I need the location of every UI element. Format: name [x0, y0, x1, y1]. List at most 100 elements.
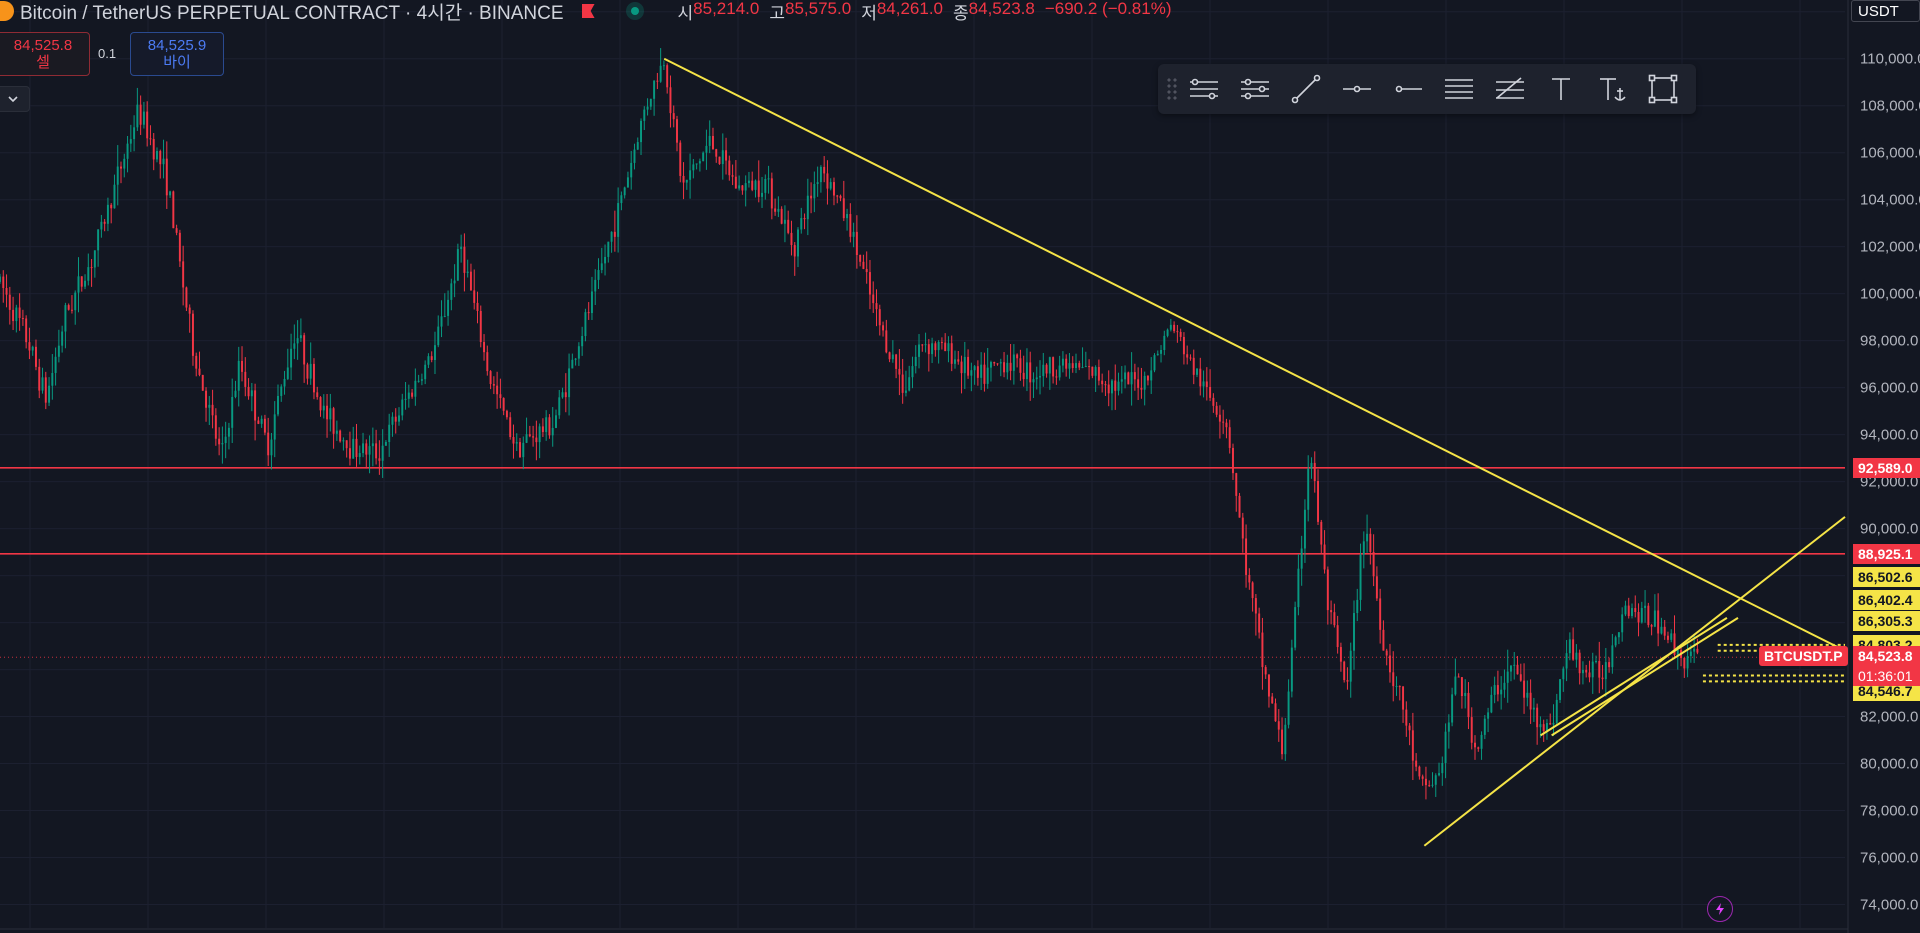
candle-body: [1650, 625, 1653, 627]
price-ray-icon[interactable]: [1388, 69, 1428, 109]
candle-body: [836, 195, 839, 197]
candle-body: [411, 392, 414, 397]
text-icon[interactable]: [1541, 69, 1581, 109]
collapse-button[interactable]: [0, 86, 30, 112]
candle-body: [1261, 632, 1264, 668]
candle-body: [1176, 331, 1179, 333]
candle-body: [348, 448, 351, 459]
candle-body: [960, 361, 963, 374]
candle-body: [1297, 568, 1300, 608]
candle-body: [849, 214, 852, 237]
candle-body: [1163, 335, 1166, 350]
flag-icon[interactable]: [582, 4, 596, 18]
candle-body: [1254, 598, 1257, 614]
sell-button[interactable]: 84,525.8 셀: [0, 32, 90, 76]
candle-body: [927, 344, 930, 355]
candle-body: [1604, 662, 1607, 680]
candle-body: [1182, 336, 1185, 355]
candle-body: [1094, 367, 1097, 376]
candle-body: [1212, 397, 1215, 406]
candle-body: [1493, 685, 1496, 695]
candle-body: [499, 394, 502, 399]
candle-body: [1516, 664, 1519, 675]
candle-body: [1356, 599, 1359, 614]
trend-line: [663, 57, 1846, 652]
symbol-title[interactable]: Bitcoin / TetherUS PERPETUAL CONTRACT · …: [20, 2, 564, 24]
candle-body: [1624, 605, 1627, 615]
candle-body: [1506, 671, 1509, 683]
candle-body: [662, 65, 665, 67]
buy-button[interactable]: 84,525.9 바이: [130, 32, 224, 76]
candle-body: [1333, 612, 1336, 626]
candle-body: [783, 219, 786, 224]
candle-body: [424, 364, 427, 380]
rectangle-icon[interactable]: [1643, 69, 1683, 109]
candle-body: [430, 356, 433, 361]
candle-body: [600, 263, 603, 271]
candle-body: [1173, 324, 1176, 332]
candle-body: [486, 352, 489, 372]
trend-line: [1423, 516, 1846, 847]
candle-body: [842, 198, 845, 219]
bitcoin-icon[interactable]: [0, 1, 14, 21]
candle-body: [676, 119, 678, 143]
candle-body: [175, 228, 178, 233]
candle-body: [914, 356, 917, 367]
candle-body: [1110, 380, 1113, 394]
candle-body: [267, 432, 270, 456]
candle-body: [1379, 598, 1382, 630]
candle-body: [1169, 324, 1172, 330]
horizontal-lines-icon[interactable]: [1439, 69, 1479, 109]
candle-body: [492, 383, 495, 386]
y-tick-label: 74,000.0: [1860, 897, 1918, 914]
drawing-toolbar[interactable]: [1158, 64, 1696, 114]
anchored-text-icon[interactable]: [1592, 69, 1632, 109]
candle-body: [1402, 686, 1405, 710]
lightning-icon[interactable]: [1707, 896, 1733, 922]
candle-body: [620, 195, 623, 204]
candle-body: [437, 326, 440, 346]
candle-body: [169, 191, 172, 196]
trend-line-icon[interactable]: [1286, 69, 1326, 109]
candle-body: [1444, 731, 1447, 764]
candle-body: [1179, 331, 1182, 337]
candle-body: [260, 418, 263, 424]
candle-body: [1689, 651, 1692, 657]
candle-body: [1267, 674, 1270, 697]
candle-body: [80, 276, 83, 287]
horizontal-ray-icon[interactable]: [1235, 69, 1275, 109]
candle-body: [1608, 662, 1611, 668]
fib-retracement-icon[interactable]: [1490, 69, 1530, 109]
candle-body: [1545, 723, 1548, 732]
horizontal-line-settings-icon[interactable]: [1184, 69, 1224, 109]
y-tick-label: 82,000.0: [1860, 709, 1918, 726]
candle-body: [1438, 773, 1441, 776]
candle-body: [1375, 576, 1378, 599]
price-line-icon[interactable]: [1337, 69, 1377, 109]
candle-body: [365, 443, 368, 455]
candle-body: [123, 158, 126, 169]
candle-body: [1222, 421, 1225, 423]
candle-body: [1160, 349, 1163, 354]
candle-body: [761, 192, 764, 197]
candle-body: [594, 279, 597, 292]
candle-body: [1644, 605, 1647, 608]
currency-selector[interactable]: USDT: [1851, 0, 1920, 22]
candle-body: [1598, 661, 1601, 678]
candle-body: [427, 356, 430, 365]
candle-body: [1124, 372, 1127, 380]
candle-body: [1673, 633, 1676, 655]
candle-body: [1104, 384, 1107, 386]
candle-body: [1052, 357, 1055, 377]
y-tick-label: 104,000.0: [1860, 192, 1920, 209]
candle-body: [120, 166, 122, 169]
candle-body: [839, 195, 842, 199]
candle-body: [1019, 358, 1022, 373]
candle-body: [1496, 685, 1499, 695]
candle-body: [1313, 462, 1316, 481]
candle-body: [2, 276, 5, 289]
drag-handle-icon[interactable]: [1166, 77, 1178, 101]
drawing-level-label: 86,402.4: [1853, 590, 1920, 611]
